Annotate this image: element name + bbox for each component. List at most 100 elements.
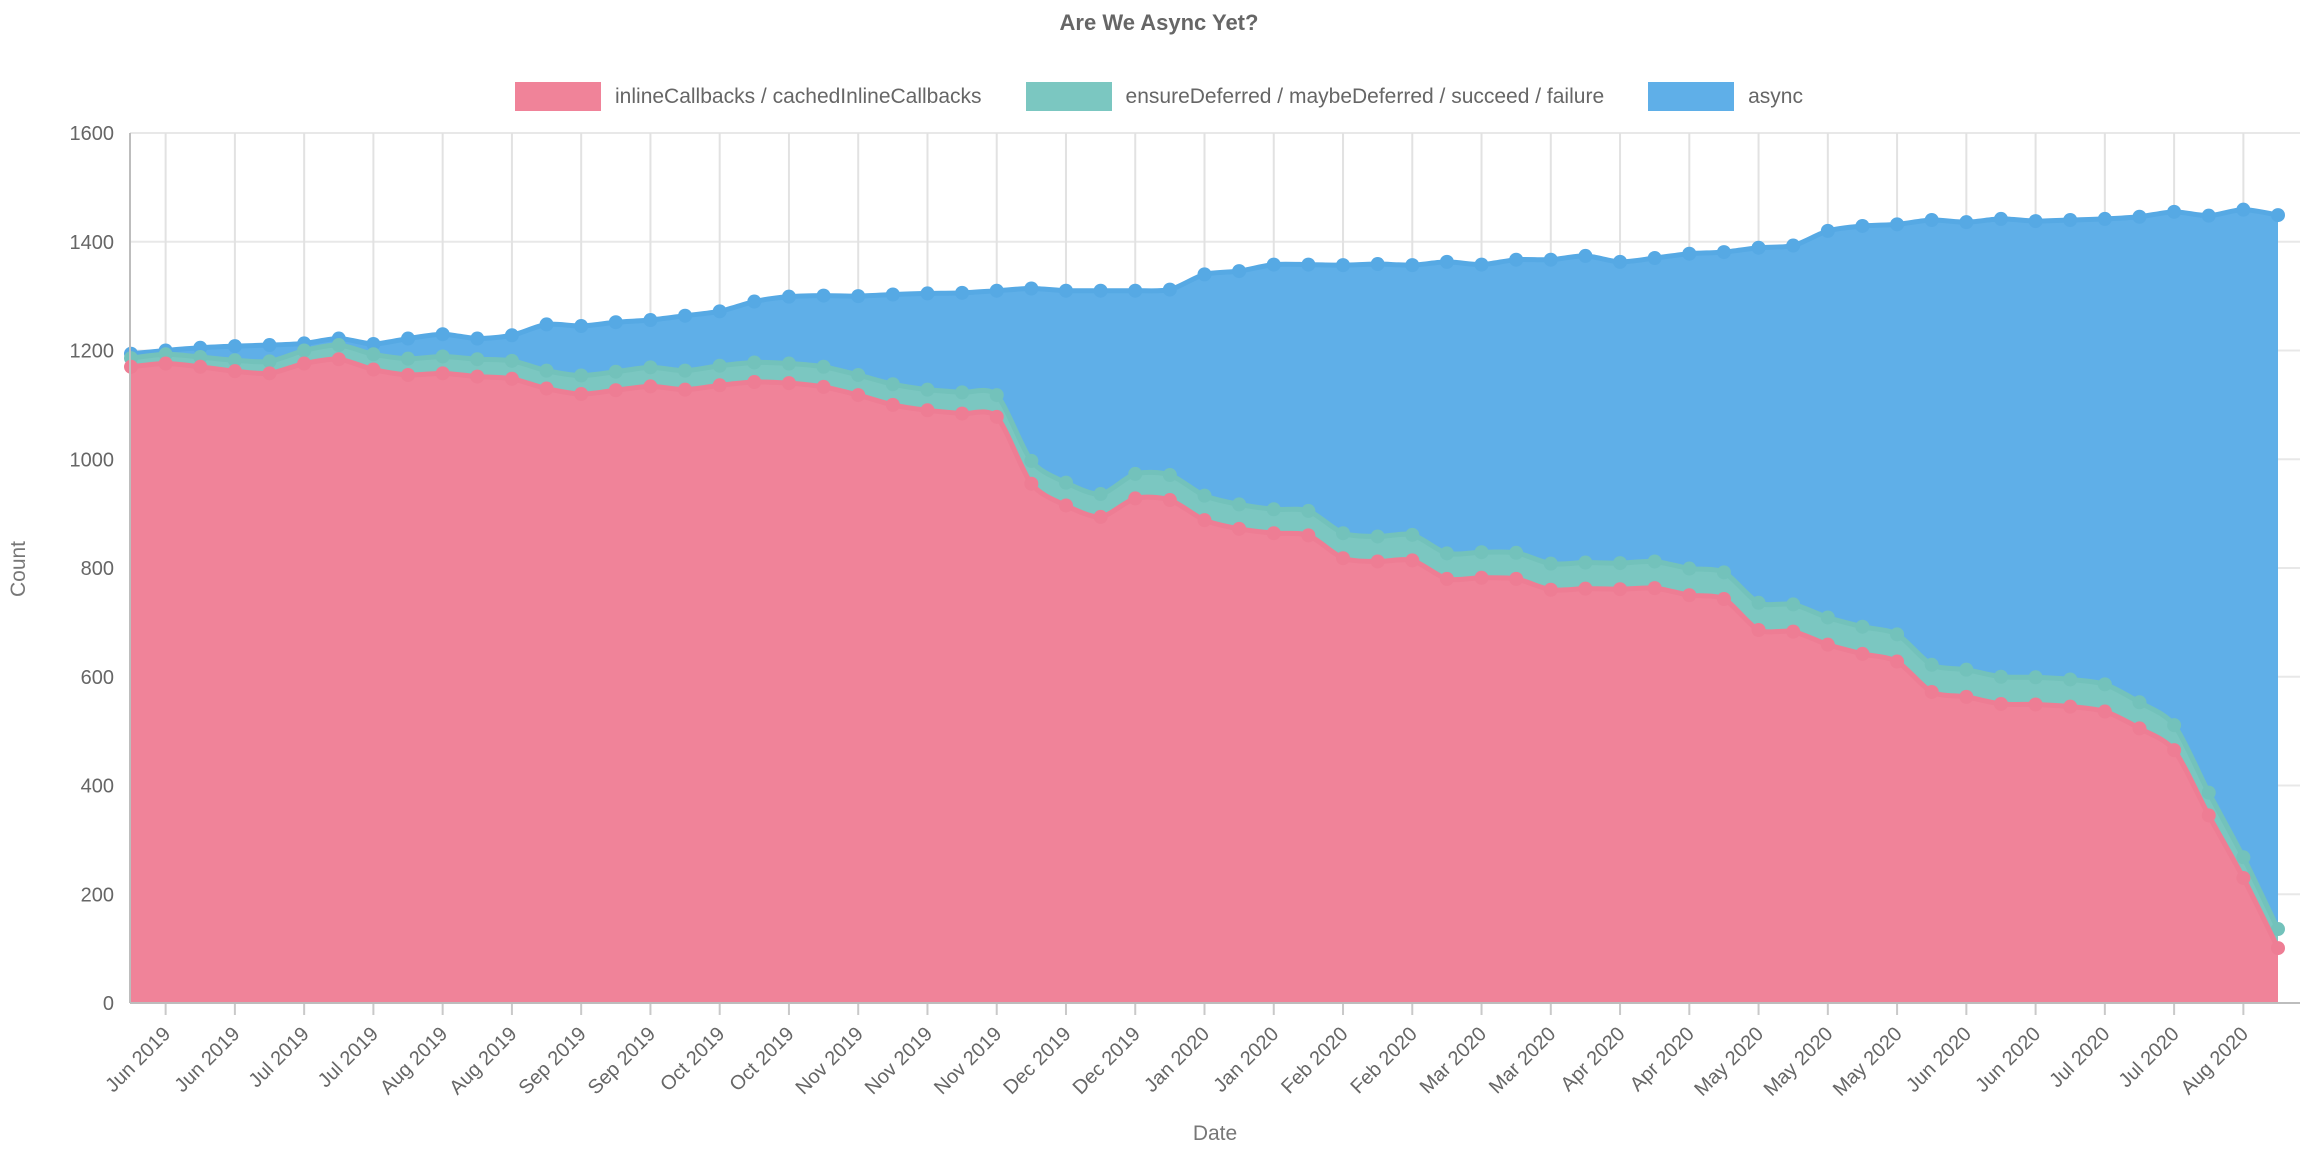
data-point[interactable] xyxy=(712,378,727,393)
data-point[interactable] xyxy=(1682,246,1697,261)
data-point[interactable] xyxy=(1474,570,1489,585)
data-point[interactable] xyxy=(158,356,173,371)
data-point[interactable] xyxy=(1509,252,1524,267)
data-point[interactable] xyxy=(1093,509,1108,524)
data-point[interactable] xyxy=(1578,248,1593,263)
data-point[interactable] xyxy=(781,356,796,371)
data-point[interactable] xyxy=(504,353,519,368)
data-point[interactable] xyxy=(193,359,208,374)
data-point[interactable] xyxy=(1647,251,1662,266)
data-point[interactable] xyxy=(574,368,589,383)
data-point[interactable] xyxy=(2201,785,2216,800)
data-point[interactable] xyxy=(435,349,450,364)
data-point[interactable] xyxy=(1890,654,1905,669)
data-point[interactable] xyxy=(1855,646,1870,661)
data-point[interactable] xyxy=(2028,670,2043,685)
data-point[interactable] xyxy=(2271,922,2285,937)
data-point[interactable] xyxy=(539,317,554,332)
data-point[interactable] xyxy=(1924,684,1939,699)
data-point[interactable] xyxy=(1959,689,1974,704)
data-point[interactable] xyxy=(1613,254,1628,269)
data-point[interactable] xyxy=(1024,476,1039,491)
data-point[interactable] xyxy=(1439,571,1454,586)
legend-item-async[interactable]: async xyxy=(1648,82,1803,111)
data-point[interactable] xyxy=(2167,718,2182,733)
data-point[interactable] xyxy=(1543,556,1558,571)
data-point[interactable] xyxy=(747,294,762,309)
data-point[interactable] xyxy=(2028,697,2043,712)
data-point[interactable] xyxy=(747,355,762,370)
data-point[interactable] xyxy=(1024,281,1039,296)
data-point[interactable] xyxy=(1232,521,1247,536)
data-point[interactable] xyxy=(1543,582,1558,597)
data-point[interactable] xyxy=(1786,597,1801,612)
data-point[interactable] xyxy=(1336,526,1351,541)
data-point[interactable] xyxy=(1370,529,1385,544)
data-point[interactable] xyxy=(989,388,1004,403)
data-point[interactable] xyxy=(608,383,623,398)
data-point[interactable] xyxy=(955,385,970,400)
data-point[interactable] xyxy=(1266,526,1281,541)
data-point[interactable] xyxy=(1509,571,1524,586)
data-point[interactable] xyxy=(989,409,1004,424)
data-point[interactable] xyxy=(1301,257,1316,272)
data-point[interactable] xyxy=(1162,282,1177,297)
data-point[interactable] xyxy=(1197,513,1212,528)
data-point[interactable] xyxy=(2201,808,2216,823)
data-point[interactable] xyxy=(1232,497,1247,512)
data-point[interactable] xyxy=(1336,551,1351,566)
data-point[interactable] xyxy=(1197,488,1212,503)
data-point[interactable] xyxy=(1128,491,1143,506)
data-point[interactable] xyxy=(1855,218,1870,233)
data-point[interactable] xyxy=(1993,669,2008,684)
data-point[interactable] xyxy=(1924,213,1939,227)
data-point[interactable] xyxy=(539,381,554,396)
data-point[interactable] xyxy=(1786,624,1801,639)
data-point[interactable] xyxy=(1162,468,1177,483)
data-point[interactable] xyxy=(955,406,970,421)
data-point[interactable] xyxy=(816,379,831,394)
data-point[interactable] xyxy=(1820,637,1835,652)
data-point[interactable] xyxy=(1993,211,2008,226)
data-point[interactable] xyxy=(193,350,208,365)
data-point[interactable] xyxy=(435,327,450,342)
data-point[interactable] xyxy=(1786,238,1801,253)
data-point[interactable] xyxy=(851,388,866,403)
data-point[interactable] xyxy=(1439,546,1454,561)
data-point[interactable] xyxy=(2236,202,2251,217)
data-point[interactable] xyxy=(1162,493,1177,508)
data-point[interactable] xyxy=(366,362,381,377)
data-point[interactable] xyxy=(851,367,866,382)
data-point[interactable] xyxy=(2132,695,2147,710)
data-point[interactable] xyxy=(1128,283,1143,298)
data-point[interactable] xyxy=(989,283,1004,298)
data-point[interactable] xyxy=(643,360,658,375)
data-point[interactable] xyxy=(1474,257,1489,272)
data-point[interactable] xyxy=(1820,223,1835,238)
data-point[interactable] xyxy=(920,286,935,301)
data-point[interactable] xyxy=(2028,214,2043,229)
data-point[interactable] xyxy=(781,376,796,391)
data-point[interactable] xyxy=(1024,453,1039,468)
legend-item-ensuredeferred[interactable]: ensureDeferred / maybeDeferred / succeed… xyxy=(1025,82,1604,111)
data-point[interactable] xyxy=(1405,258,1420,273)
data-point[interactable] xyxy=(1890,627,1905,642)
data-point[interactable] xyxy=(2097,211,2112,226)
data-point[interactable] xyxy=(2063,672,2078,687)
data-point[interactable] xyxy=(851,289,866,304)
data-point[interactable] xyxy=(297,343,312,358)
data-point[interactable] xyxy=(2201,208,2216,223)
data-point[interactable] xyxy=(1405,527,1420,542)
data-point[interactable] xyxy=(781,289,796,304)
data-point[interactable] xyxy=(2236,870,2251,885)
data-point[interactable] xyxy=(1890,217,1905,232)
data-point[interactable] xyxy=(643,313,658,328)
data-point[interactable] xyxy=(2097,677,2112,692)
data-point[interactable] xyxy=(1993,696,2008,711)
data-point[interactable] xyxy=(1301,528,1316,543)
data-point[interactable] xyxy=(504,371,519,386)
data-point[interactable] xyxy=(1578,555,1593,570)
data-point[interactable] xyxy=(1959,215,1974,230)
data-point[interactable] xyxy=(1301,503,1316,518)
data-point[interactable] xyxy=(401,351,416,366)
